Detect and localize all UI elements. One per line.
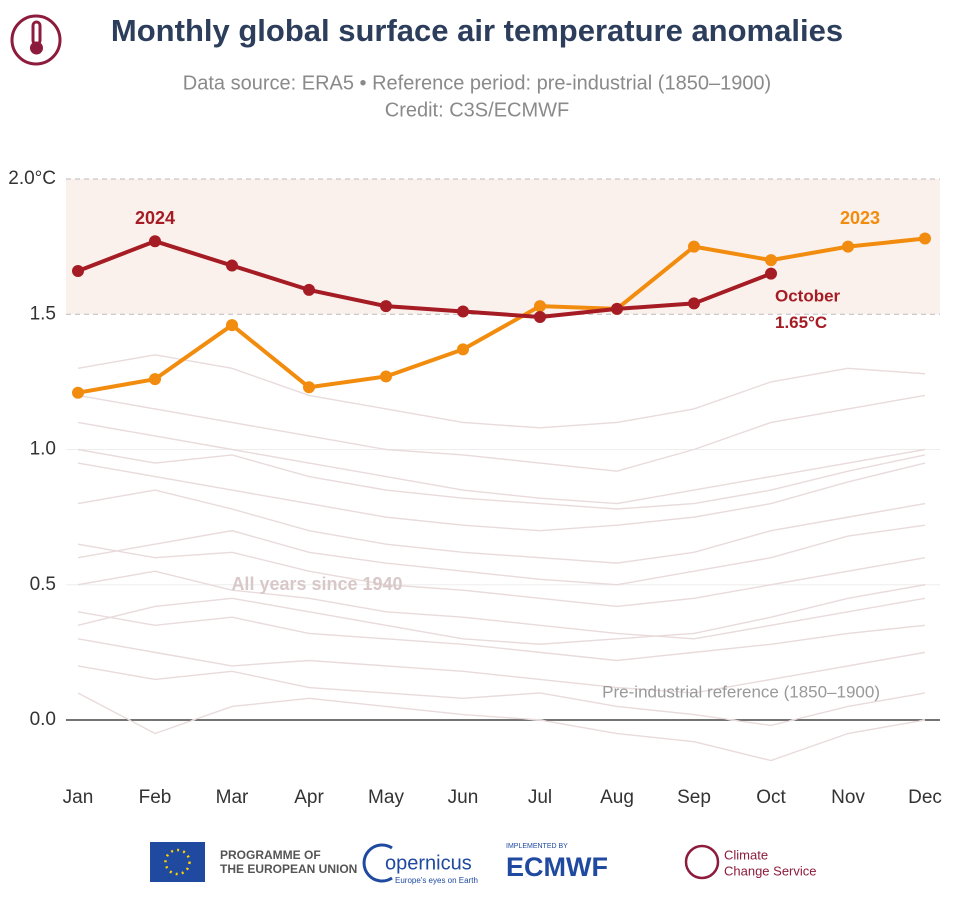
series-line [77,239,772,319]
c3s-text: Change Service [724,863,817,878]
point [611,302,623,315]
point [226,319,238,332]
point [380,370,392,383]
point [842,240,854,253]
eu-text: THE EUROPEAN UNION [220,862,357,876]
footer: PROGRAMME OF THE EUROPEAN UNION opernicu… [150,842,817,885]
x-tick-label: Feb [139,787,172,808]
value-label: 1.65°C [775,313,827,332]
point [72,386,84,399]
point [688,297,700,310]
point [688,240,700,253]
y-tick-label: 1.5 [30,303,56,324]
point [72,264,84,277]
background-line [77,448,926,510]
point [226,259,238,272]
x-tick-label: Sep [677,787,711,808]
background-line [77,570,926,640]
eu-flag [150,842,205,882]
point [149,235,161,248]
x-tick-label: Jan [63,787,94,808]
background-line [77,611,926,662]
x-tick-label: May [368,787,404,808]
background-line [77,489,926,564]
background-line [77,584,926,645]
x-tick-label: Oct [756,787,786,808]
y-tick-label: 1.0 [30,439,56,460]
chart-title: Monthly global surface air temperature a… [111,13,843,48]
eu-text: PROGRAMME OF [220,848,321,862]
background-line [77,524,926,586]
c3s-text: Climate [724,847,768,862]
subtitle: Data source: ERA5 • Reference period: pr… [183,72,771,94]
y-tick-label: 0.5 [30,574,56,595]
x-tick-label: Apr [294,787,324,808]
point [534,310,546,323]
copernicus: opernicus [385,852,472,874]
background-line [77,394,926,472]
x-tick-label: Jul [528,787,552,808]
plot: 0.0 0.5 1.0 1.5 2.0°C Jan Feb Mar Apr May Jun Jul Au… [8,168,942,808]
background-label: All years since 1940 [231,574,402,594]
point [149,373,161,386]
background-line [77,462,926,532]
x-tick-label: Aug [600,787,634,808]
y-tick-label: 0.0 [30,709,56,730]
x-tick-label: Jun [448,787,479,808]
y-tick-label: 2.0°C [8,168,56,189]
x-tick-label: Nov [831,787,865,808]
point [765,267,777,280]
point [534,300,546,313]
series-line [77,236,926,395]
background-line [77,638,926,694]
point [919,232,931,245]
point [303,283,315,296]
annotation: 2024 [135,208,175,228]
background-line [77,421,926,505]
credit: Credit: C3S/ECMWF [385,99,569,121]
point [457,343,469,356]
background-line [77,354,926,429]
x-tick-label: Dec [908,787,942,808]
point [380,300,392,313]
background-line [77,692,926,762]
copernicus-tag: Europe's eyes on Earth [395,876,478,885]
point [303,381,315,394]
ecmwf: ECMWF [506,852,608,882]
copernicus-c [362,843,393,883]
annotation: October [775,286,841,305]
x-tick-label: Mar [216,787,249,808]
logo-icon [10,14,62,66]
background-line [77,543,926,608]
target-band [66,179,940,315]
point [457,305,469,318]
c3s-icon [684,844,720,880]
annotation: Pre-industrial reference (1850–1900) [602,682,880,701]
background-line [77,665,926,727]
annotation: 2023 [840,208,880,228]
point [765,254,777,267]
eu-stars [164,848,191,876]
ecmwf-small: IMPLEMENTED BY [506,843,568,850]
